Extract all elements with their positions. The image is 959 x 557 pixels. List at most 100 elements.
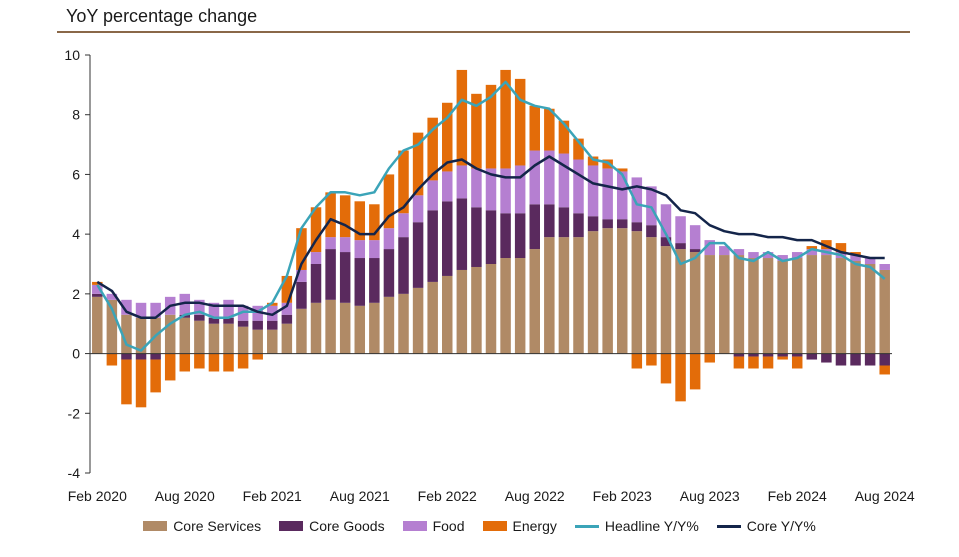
- bar-energy: [791, 356, 803, 369]
- bar-core-services: [281, 323, 293, 354]
- bar-energy: [471, 93, 482, 169]
- bar-energy: [354, 201, 366, 241]
- bar-core-services: [646, 237, 657, 354]
- bar-energy: [879, 365, 890, 375]
- bar-core-goods: [223, 317, 234, 324]
- bar-core-goods: [850, 353, 861, 366]
- bar-core-services: [821, 255, 832, 354]
- bar-food: [383, 228, 395, 250]
- bar-food: [310, 252, 322, 264]
- bar-core-services: [704, 255, 715, 354]
- bar-core-services: [267, 329, 278, 354]
- bar-core-goods: [616, 219, 628, 229]
- legend-swatch-headline: [574, 524, 599, 528]
- bar-food: [135, 302, 147, 318]
- bar-energy: [573, 138, 584, 160]
- bar-core-services: [164, 314, 176, 354]
- y-tick-label: 10: [64, 47, 80, 63]
- bar-core-goods: [310, 264, 322, 303]
- bar-energy: [456, 69, 468, 166]
- bar-core-services: [514, 258, 526, 354]
- bar-food: [689, 225, 701, 250]
- bar-core-goods: [529, 204, 540, 250]
- bar-food: [558, 153, 570, 208]
- bar-core-goods: [514, 213, 526, 259]
- bar-core-goods: [500, 213, 511, 259]
- bar-food: [806, 249, 818, 256]
- x-tick-label: Aug 2023: [680, 488, 740, 504]
- bar-food: [514, 165, 526, 214]
- bar-food: [325, 237, 336, 250]
- bar-food: [237, 305, 249, 321]
- bar-core-services: [135, 317, 147, 354]
- bar-core-services: [558, 237, 570, 354]
- bar-energy: [339, 195, 351, 238]
- bar-core-services: [398, 293, 409, 354]
- bar-core-services: [689, 252, 701, 354]
- bar-food: [92, 284, 103, 294]
- bar-core-services: [456, 269, 468, 354]
- bar-core-services: [92, 296, 103, 354]
- bar-core-services: [121, 314, 132, 354]
- bar-energy: [310, 207, 322, 253]
- bar-core-services: [529, 249, 540, 354]
- bar-core-services: [733, 255, 745, 354]
- line-core-y-y-: [96, 155, 885, 319]
- bar-core-services: [748, 258, 759, 354]
- bar-core-goods: [791, 353, 803, 357]
- bar-core-goods: [296, 281, 307, 309]
- bar-core-services: [544, 237, 555, 354]
- bar-energy: [179, 353, 191, 372]
- bar-core-services: [777, 261, 788, 354]
- bar-energy: [383, 174, 395, 229]
- y-tick-label: 2: [72, 286, 80, 302]
- bar-core-goods: [748, 353, 759, 357]
- bar-core-goods: [208, 317, 220, 324]
- legend-label-core: Core Y/Y%: [746, 518, 816, 534]
- bar-core-goods: [675, 243, 686, 250]
- bar-energy: [806, 246, 818, 250]
- legend-swatch-energy: [482, 521, 507, 531]
- bar-energy: [150, 359, 161, 393]
- bar-core-services: [325, 299, 336, 354]
- bar-food: [762, 252, 774, 259]
- bar-core-goods: [252, 320, 263, 330]
- bar-core-services: [602, 228, 613, 354]
- bar-core-services: [719, 255, 730, 354]
- bar-food: [194, 299, 205, 315]
- legend-swatch-core-goods: [279, 521, 304, 531]
- y-tick-label: 8: [72, 107, 80, 123]
- bar-energy: [442, 102, 453, 172]
- y-tick-label: -2: [68, 405, 81, 421]
- bar-energy: [777, 356, 788, 360]
- bar-core-services: [369, 302, 380, 354]
- legend-item-core-services: Core Services: [143, 518, 261, 534]
- bar-energy: [412, 132, 424, 196]
- bar-core-services: [791, 258, 803, 354]
- bar-energy: [821, 240, 832, 250]
- bar-energy: [616, 168, 628, 172]
- bar-core-goods: [544, 204, 555, 238]
- bar-energy: [252, 353, 263, 360]
- bar-energy: [733, 356, 745, 369]
- bar-core-goods: [369, 258, 380, 303]
- bar-energy: [500, 69, 511, 169]
- title-rule: [57, 31, 910, 33]
- bar-energy: [281, 275, 293, 303]
- bar-energy: [223, 353, 234, 372]
- bar-core-goods: [150, 353, 161, 360]
- bar-core-goods: [689, 249, 701, 253]
- bar-core-goods: [325, 249, 336, 300]
- bar-core-goods: [558, 207, 570, 238]
- bar-food: [179, 293, 191, 315]
- bar-energy: [135, 359, 147, 408]
- bar-core-goods: [442, 201, 453, 276]
- bar-core-goods: [121, 353, 132, 360]
- bar-food: [631, 177, 643, 223]
- bar-core-services: [471, 266, 482, 354]
- bar-food: [252, 305, 263, 321]
- bar-core-goods: [485, 210, 497, 264]
- bar-energy: [748, 356, 759, 369]
- bar-core-services: [237, 326, 249, 354]
- bar-food: [223, 299, 234, 318]
